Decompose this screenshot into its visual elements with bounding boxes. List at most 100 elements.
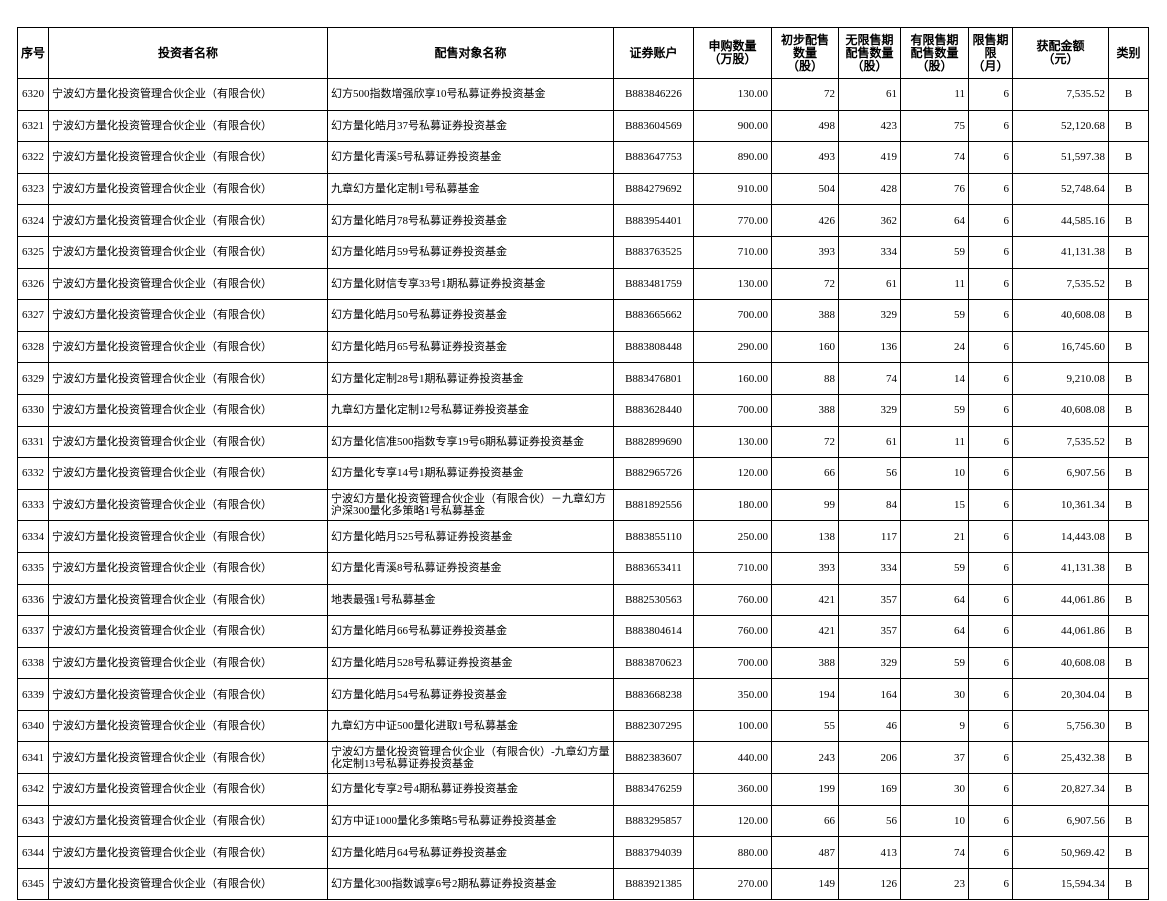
table-row: 6330 宁波幻方量化投资管理合伙企业（有限合伙） 九章幻方量化定制12号私募证券投… [17,393,1149,427]
table-cell: 120.00 [693,804,772,838]
table-cell: 地表最强1号私募基金 [327,583,614,617]
table-cell: 393 [771,551,839,585]
header-cell: 序号 [17,27,49,79]
table-cell: 幻方量化皓月65号私募证券投资基金 [327,330,614,364]
table-cell: 16,745.60 [1012,330,1109,364]
table-cell: 72 [771,425,839,459]
header-text: （股） [916,58,953,73]
table-cell: 130.00 [693,78,772,111]
table-cell: 幻方量化专享14号1期私募证券投资基金 [327,457,614,490]
header-text: 类别 [1116,45,1141,60]
table-cell: 40,608.08 [1012,299,1109,332]
header-text: （元） [1042,52,1079,66]
table-cell: 426 [771,204,839,237]
table-cell: B [1108,551,1149,585]
table-cell: 宁波幻方量化投资管理合伙企业（有限合伙） [48,393,328,427]
table-cell: 6 [968,362,1013,395]
table-cell: B [1108,836,1149,869]
table-cell: B [1108,109,1149,143]
table-row: 6332 宁波幻方量化投资管理合伙企业（有限合伙） 幻方量化专享14号1期私募证券投… [17,457,1149,490]
table-cell: 幻方量化皓月525号私募证券投资基金 [327,520,614,553]
table-cell: 900.00 [693,109,772,143]
table-cell: 329 [838,646,901,680]
table-cell: 66 [771,457,839,490]
table-cell: 329 [838,299,901,332]
table-cell: 6335 [17,551,49,585]
table-cell: B883870623 [613,646,694,680]
table-cell: 99 [771,488,839,522]
table-cell: 宁波幻方量化投资管理合伙企业（有限合伙） [48,773,328,806]
table-cell: 388 [771,646,839,680]
table-cell: B [1108,520,1149,553]
table-cell: 360.00 [693,773,772,806]
table-cell: 九章幻方量化定制12号私募证券投资基金 [327,393,614,427]
table-cell: 357 [838,615,901,648]
table-cell: B883476801 [613,362,694,395]
table-cell: 41,131.38 [1012,235,1109,269]
table-cell: 126 [838,867,901,901]
table-cell: 136 [838,330,901,364]
header-text: （股） [786,58,823,73]
table-cell: 76 [900,172,969,206]
table-cell: 宁波幻方量化投资管理合伙企业（有限合伙） [48,330,328,364]
table-cell: 388 [771,393,839,427]
table-cell: 88 [771,362,839,395]
table-cell: 74 [900,836,969,869]
table-cell: 幻方量化信准500指数专享19号6期私募证券投资基金 [327,425,614,459]
header-cell: 无限售期 配售数量 （股） [838,27,901,79]
table-cell: 幻方量化青溪5号私募证券投资基金 [327,141,614,174]
table-cell: 宁波幻方量化投资管理合伙企业（有限合伙） [48,804,328,838]
table-cell: 6 [968,741,1013,775]
table-cell: 64 [900,204,969,237]
table-cell: 6336 [17,583,49,617]
table-cell: 宁波幻方量化投资管理合伙企业（有限合伙） [48,78,328,111]
table-cell: 7,535.52 [1012,425,1109,459]
table-row: 6323 宁波幻方量化投资管理合伙企业（有限合伙） 九章幻方量化定制1号私募基金 B8… [17,172,1149,206]
table-row: 6340 宁波幻方量化投资管理合伙企业（有限合伙） 九章幻方中证500量化进取1号私… [17,709,1149,743]
table-cell: 760.00 [693,615,772,648]
table-cell: B [1108,299,1149,332]
table-cell: 幻方量化皓月50号私募证券投资基金 [327,299,614,332]
table-cell: 6326 [17,267,49,301]
header-cell: 类别 [1108,27,1149,79]
header-cell: 限售期限（月） [968,27,1013,79]
table-cell: B883647753 [613,141,694,174]
table-cell: B883476259 [613,773,694,806]
table-cell: B [1108,646,1149,680]
table-cell: 6 [968,646,1013,680]
table-cell: 334 [838,235,901,269]
table-cell: 6 [968,867,1013,901]
table-cell: 6 [968,425,1013,459]
header-text: 获配金额 [1036,39,1085,53]
table-cell: 14 [900,362,969,395]
table-cell: 6322 [17,141,49,174]
table-cell: B [1108,678,1149,711]
table-cell: 440.00 [693,741,772,775]
table-row: 6341 宁波幻方量化投资管理合伙企业（有限合伙） 宁波幻方量化投资管理合伙企业（有… [17,741,1149,775]
table-cell: 61 [838,425,901,459]
table-cell: 160 [771,330,839,364]
table-cell: 幻方量化定制28号1期私募证券投资基金 [327,362,614,395]
table-cell: 130.00 [693,267,772,301]
header-cell: 获配金额 （元） [1012,27,1109,79]
table-row: 6325 宁波幻方量化投资管理合伙企业（有限合伙） 幻方量化皓月59号私募证券投资基… [17,235,1149,269]
table-cell: B882530563 [613,583,694,617]
table-cell: 宁波幻方量化投资管理合伙企业（有限合伙） [48,109,328,143]
header-text: 配售数量 [845,45,894,60]
table-cell: 64 [900,583,969,617]
table-cell: B883855110 [613,520,694,553]
table-cell: B882383607 [613,741,694,775]
table-cell: B883653411 [613,551,694,585]
table-cell: 149 [771,867,839,901]
table-row: 6328 宁波幻方量化投资管理合伙企业（有限合伙） 幻方量化皓月65号私募证券投资基… [17,330,1149,364]
table-cell: 幻方量化皓月528号私募证券投资基金 [327,646,614,680]
table-cell: 14,443.08 [1012,520,1109,553]
table-cell: 44,061.86 [1012,615,1109,648]
table-row: 6343 宁波幻方量化投资管理合伙企业（有限合伙） 幻方中证1000量化多策略5号私… [17,804,1149,838]
header-text: 初步配售 [780,32,829,47]
table-cell: 6344 [17,836,49,869]
table-cell: 59 [900,551,969,585]
table-cell: 宁波幻方量化投资管理合伙企业（有限合伙） [48,172,328,206]
table-row: 6339 宁波幻方量化投资管理合伙企业（有限合伙） 幻方量化皓月54号私募证券投资基… [17,678,1149,711]
table-cell: 59 [900,235,969,269]
